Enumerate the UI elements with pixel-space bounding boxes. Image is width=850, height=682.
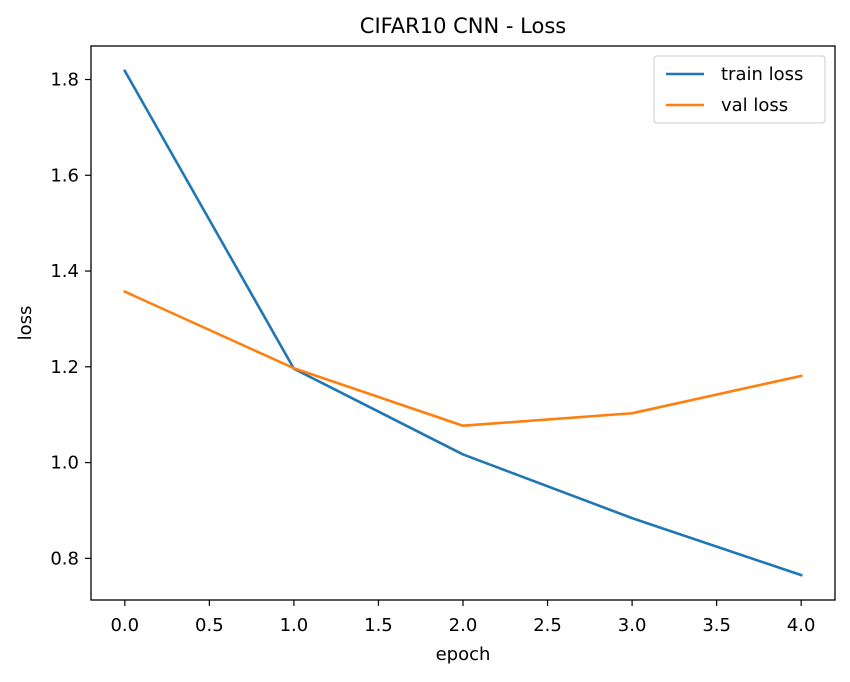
x-tick-label: 3.0 [618,615,647,636]
plot-frame [91,46,835,600]
y-tick-label: 1.0 [50,453,79,474]
series-line-val-loss [125,292,801,426]
x-tick-label: 0.5 [195,615,224,636]
y-tick-label: 1.2 [50,357,79,378]
legend-label-train-loss: train loss [721,64,803,85]
chart-title: CIFAR10 CNN - Loss [360,14,566,38]
x-tick-label: 1.5 [364,615,393,636]
x-tick-label: 3.5 [702,615,731,636]
plot-area [125,71,802,575]
series-line-train-loss [125,71,801,575]
y-axis-label: loss [15,306,36,341]
x-tick-label: 0.0 [110,615,139,636]
x-tick-label: 4.0 [787,615,816,636]
x-tick-label: 1.0 [280,615,309,636]
x-tick-label: 2.5 [533,615,562,636]
y-tick-label: 1.8 [50,70,79,91]
legend: train loss val loss [654,56,825,123]
x-tick-label: 2.0 [449,615,478,636]
x-axis-label: epoch [436,644,491,665]
y-axis: 0.8 1.0 1.2 1.4 1.6 1.8 [50,70,91,570]
x-axis: 0.0 0.5 1.0 1.5 2.0 2.5 3.0 3.5 4.0 [110,600,815,636]
y-tick-label: 1.6 [50,165,79,186]
y-tick-label: 0.8 [50,548,79,569]
legend-label-val-loss: val loss [721,95,788,116]
y-tick-label: 1.4 [50,261,79,282]
